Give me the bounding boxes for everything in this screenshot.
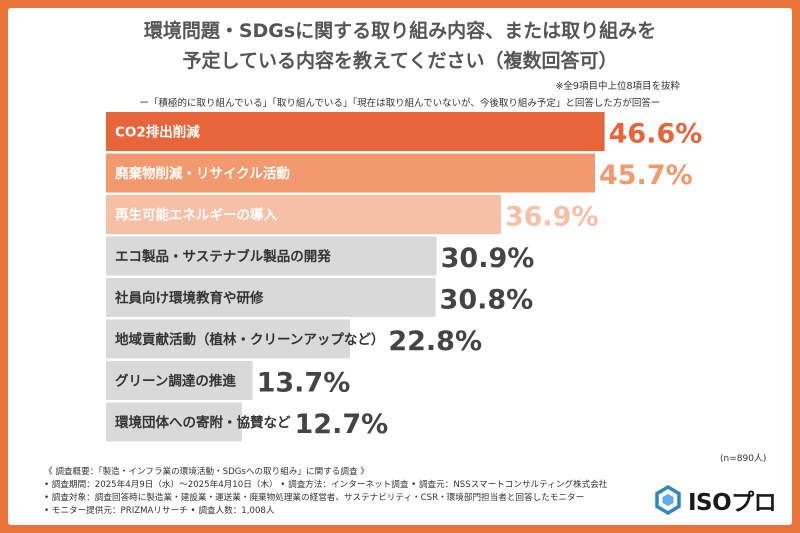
value-label-6: 22.8% — [388, 326, 482, 357]
isopro-logo: ISOプロ — [654, 484, 777, 516]
bar-6 — [106, 319, 350, 359]
chart-title-line-2: 予定している内容を教えてください（複数回答可） — [182, 50, 618, 72]
category-label-6: 地域貢献活動（植林・クリーンアップなど） — [115, 331, 384, 348]
bar-4 — [106, 236, 437, 276]
survey-overview: 《 調査概要：「製造・インフラ業の環境活動・SDGsへの取り組み」に関する調査 … — [44, 466, 607, 518]
category-label-1: CO2排出削減 — [115, 124, 200, 141]
value-label-1: 46.6% — [609, 119, 703, 150]
bar-chart: CO2排出削減 46.6% 廃棄物削減・リサイクル活動 45.7% 再生可能エネルギーの… — [106, 112, 703, 442]
category-label-4: エコ製品・サステナブル製品の開発 — [115, 248, 331, 265]
hexagon-cube-icon — [655, 485, 681, 515]
survey-title: 《 調査概要：「製造・インフラ業の環境活動・SDGsへの取り組み」に関する調査 … — [44, 467, 369, 477]
value-label-4: 30.9% — [441, 243, 535, 274]
category-label-7: グリーン調達の推進 — [115, 373, 236, 390]
respondent-condition: ー「積極的に取り組んでいる」「取り組んでいる」「現在は取り組んでいないが、今後取… — [139, 98, 661, 109]
bar-5 — [106, 278, 436, 317]
bar-8 — [106, 402, 242, 442]
chart-title-line-1: 環境問題・SDGsに関する取り組み内容、または取り組みを — [143, 20, 657, 42]
category-label-3: 再生可能エネルギーの導入 — [115, 207, 277, 224]
value-label-5: 30.8% — [440, 285, 534, 316]
survey-period: • 調査期間：2025年4月9日（水）〜2025年4月10日（木） • 調査方法… — [44, 480, 608, 490]
excerpt-note: ※全9項目中上位8項目を抜粋 — [555, 81, 680, 92]
value-label-8: 12.7% — [295, 409, 389, 440]
category-label-2: 廃棄物削減・リサイクル活動 — [115, 165, 290, 182]
value-label-7: 13.7% — [257, 368, 351, 399]
value-label-3: 36.9% — [505, 202, 599, 233]
logo-text: ISOプロ — [688, 490, 777, 516]
category-label-8: 環境団体への寄附・協賛など — [115, 414, 291, 431]
chart-title: 環境問題・SDGsに関する取り組み内容、または取り組みを 予定している内容を教え… — [8, 16, 792, 76]
bar-2 — [106, 153, 595, 193]
bar-3 — [106, 195, 501, 234]
chart-card: 環境問題・SDGsに関する取り組み内容、または取り組みを 予定している内容を教え… — [8, 8, 792, 525]
bar-7 — [106, 361, 253, 400]
survey-target: • 調査対象：調査回答時に製造業・建設業・運送業・廃棄物処理業の経営者、サステナ… — [44, 493, 585, 503]
value-label-2: 45.7% — [599, 160, 693, 191]
sample-size: (n=890人) — [720, 454, 767, 464]
survey-provider: • モニター提供元：PRIZMAリサーチ • 調査人数：1,008人 — [44, 506, 275, 516]
category-label-5: 社員向け環境教育や研修 — [114, 290, 264, 307]
bar-1 — [106, 112, 605, 151]
